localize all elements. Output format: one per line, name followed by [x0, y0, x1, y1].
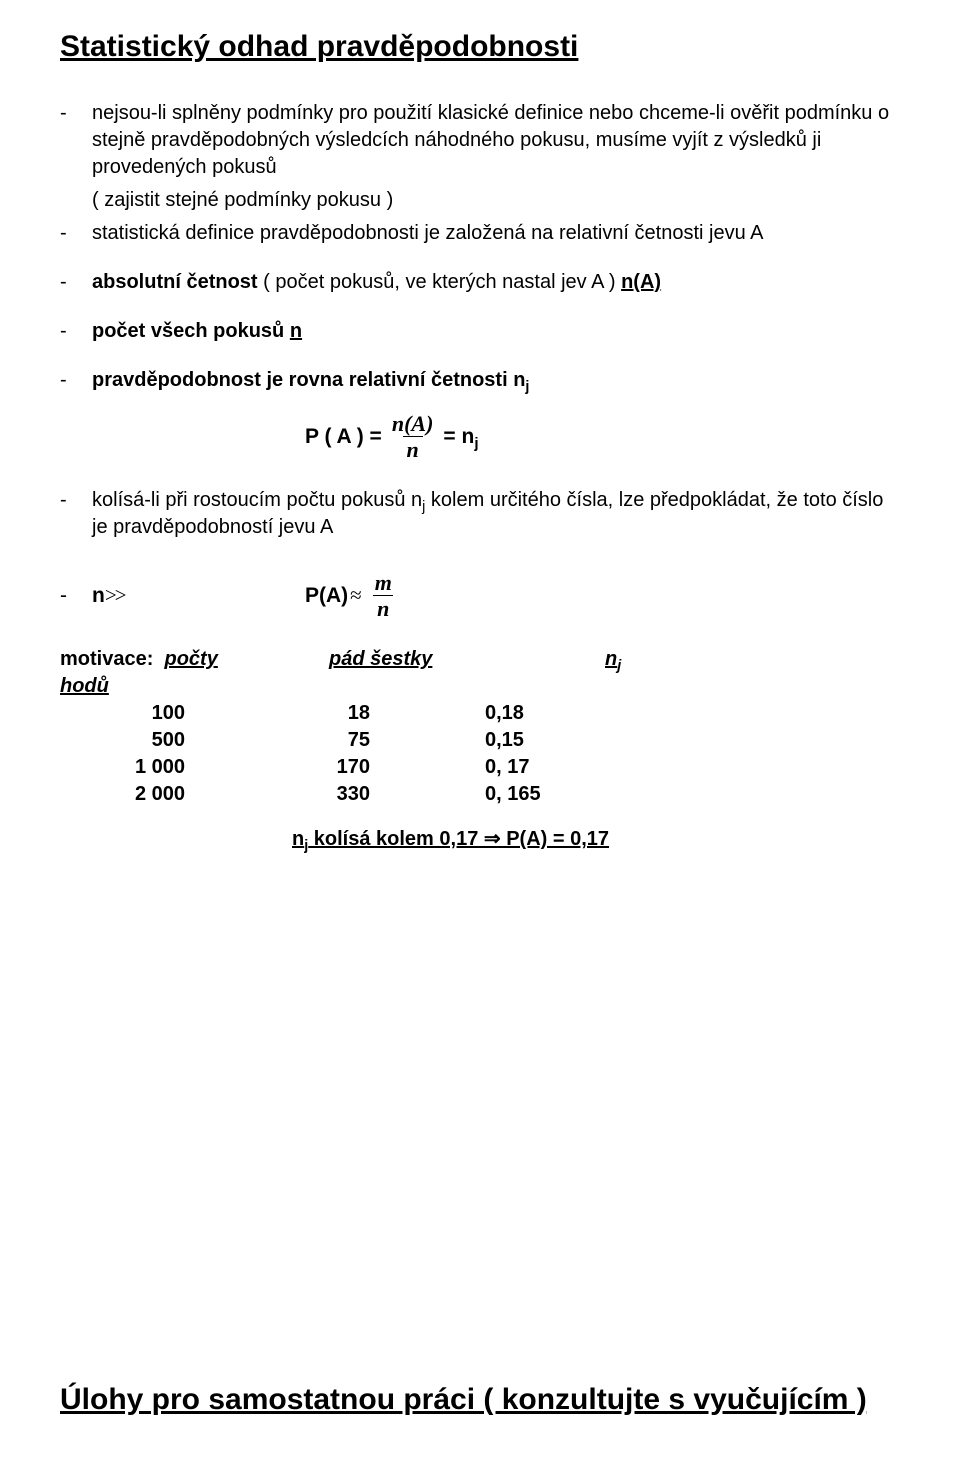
cell: 18 — [265, 700, 485, 727]
bullet-continuation: ( zajistit stejné podmínky pokusu ) — [60, 187, 900, 214]
cell: 2 000 — [60, 781, 265, 808]
text: kolísá-li při rostoucím počtu pokusů n — [92, 489, 422, 511]
bullet-text: počet všech pokusů n — [92, 318, 900, 345]
formula-rhs: = nj — [443, 425, 478, 449]
bullet-item: - absolutní četnost ( počet pokusů, ve k… — [60, 269, 900, 296]
page: Statistický odhad pravděpodobnosti - nej… — [0, 0, 960, 1459]
bullet-item: - kolísá-li při rostoucím počtu pokusů n… — [60, 487, 900, 541]
motivace-label: motivace: počty hodů — [60, 646, 244, 700]
bottom-heading: Úlohy pro samostatnou práci ( konzultujt… — [60, 1383, 867, 1417]
cell: 170 — [265, 754, 485, 781]
bullet-dash: - — [60, 220, 92, 247]
motivace-col3: nj — [500, 646, 630, 700]
text: ( zajistit stejné podmínky pokusu ) — [92, 187, 900, 214]
text-bold-underline: n(A) — [621, 271, 661, 293]
conclusion: nj kolísá kolem 0,17 ⇒ P(A) = 0,17 — [292, 826, 900, 851]
page-title: Statistický odhad pravděpodobnosti — [60, 30, 900, 64]
bullet-dash: - — [60, 487, 92, 541]
fraction-den: n — [373, 595, 393, 620]
cell: 0,18 — [485, 700, 605, 727]
formula-line: - n>> P(A) ≈ m n — [60, 571, 900, 620]
table-row: 100 18 0,18 — [60, 700, 900, 727]
bullet-dash: - — [60, 367, 92, 394]
fraction-num: n(A) — [388, 412, 438, 436]
cell: 0,15 — [485, 727, 605, 754]
bullet-text: kolísá-li při rostoucím počtu pokusů nj … — [92, 487, 900, 541]
text-bold: absolutní četnost — [92, 271, 258, 293]
text: ( počet pokusů, ve kterých nastal jev A … — [258, 271, 622, 293]
bullet-text: absolutní četnost ( počet pokusů, ve kte… — [92, 269, 900, 296]
bullet-text: nejsou-li splněny podmínky pro použití k… — [92, 100, 900, 181]
bullet-item: - statistická definice pravděpodobnosti … — [60, 220, 900, 247]
fraction: n(A) n — [388, 412, 438, 461]
text: nejsou-li splněny podmínky pro použití k… — [92, 102, 889, 178]
table-row: 1 000 170 0, 17 — [60, 754, 900, 781]
pa-term: P(A) ≈ m n — [305, 571, 402, 620]
bullet-dash: - — [60, 318, 92, 345]
text-bold-underline: n — [290, 320, 302, 342]
subscript: j — [525, 379, 529, 395]
text: pravděpodobnost je rovna relativní četno… — [92, 369, 525, 391]
cell: 0, 17 — [485, 754, 605, 781]
cell: 75 — [265, 727, 485, 754]
bullet-dash: - — [60, 269, 92, 296]
cell: 1 000 — [60, 754, 265, 781]
cell: 100 — [60, 700, 265, 727]
formula-body: P ( A ) = n(A) n = nj — [305, 412, 479, 461]
cell: 330 — [265, 781, 485, 808]
fraction-den: n — [403, 436, 423, 461]
motivace-header: motivace: počty hodů pád šestky nj — [60, 646, 900, 700]
n-term: n>> — [92, 583, 305, 608]
fraction-num: m — [371, 571, 396, 595]
text-bold: počet všech pokusů — [92, 320, 290, 342]
bullet-text: pravděpodobnost je rovna relativní četno… — [92, 367, 900, 394]
bullet-item: - pravděpodobnost je rovna relativní čet… — [60, 367, 900, 394]
bullet-item: - počet všech pokusů n — [60, 318, 900, 345]
bullet-text: statistická definice pravděpodobnosti je… — [92, 220, 900, 247]
motivace-col2: pád šestky — [244, 646, 500, 700]
table-row: 500 75 0,15 — [60, 727, 900, 754]
cell: 500 — [60, 727, 265, 754]
formula-lhs: P ( A ) = — [305, 425, 382, 449]
bullet-dash: - — [60, 584, 92, 608]
fraction: m n — [371, 571, 396, 620]
cell: 0, 165 — [485, 781, 605, 808]
formula: P ( A ) = n(A) n = nj — [60, 412, 900, 461]
bullet-dash: - — [60, 100, 92, 181]
bullet-item: - nejsou-li splněny podmínky pro použití… — [60, 100, 900, 181]
table-row: 2 000 330 0, 165 — [60, 781, 900, 808]
